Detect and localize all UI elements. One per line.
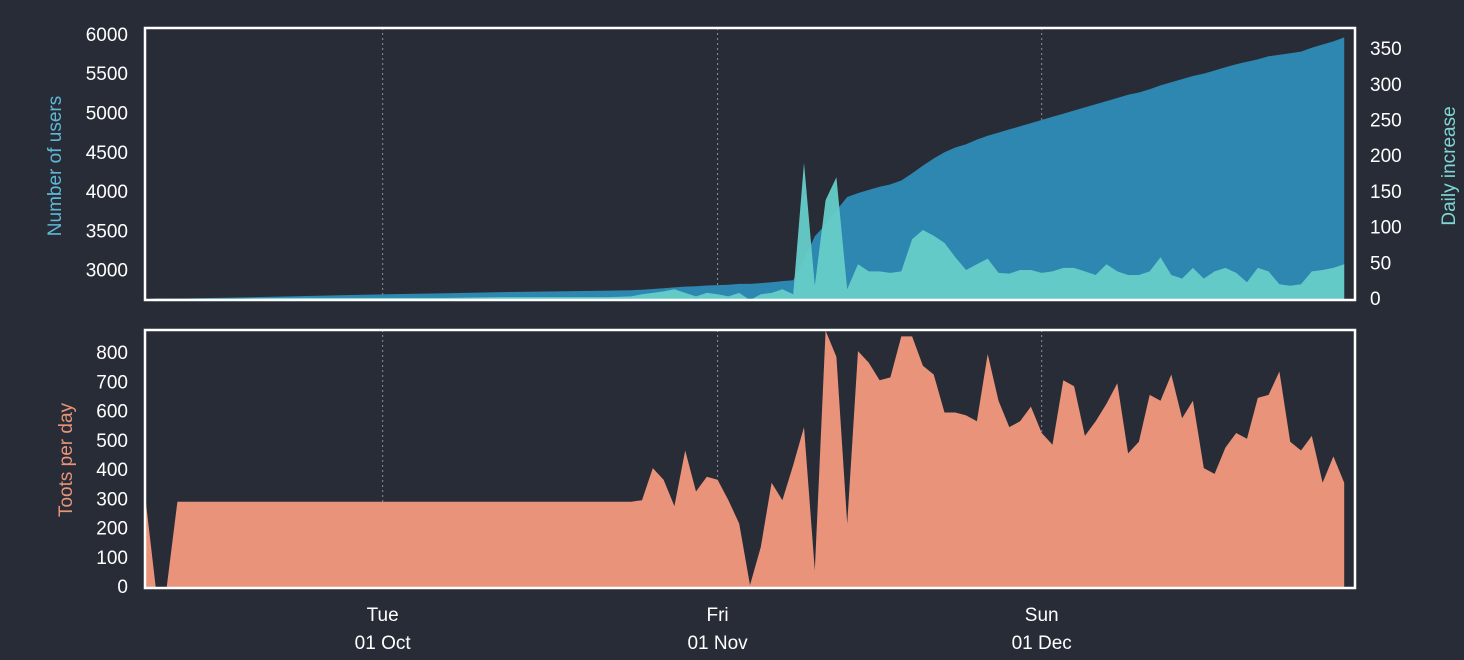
y2-tick-label: 350 xyxy=(1370,39,1402,60)
x-tick-weekday: Fri xyxy=(707,605,729,626)
y-tick-label: 200 xyxy=(96,519,128,540)
y-tick-label: 500 xyxy=(96,431,128,452)
area xyxy=(145,162,1345,300)
plot-frame xyxy=(143,26,1357,302)
y-tick-label: 600 xyxy=(96,402,128,423)
y-tick-label: 5500 xyxy=(86,64,128,85)
y-tick-label: 300 xyxy=(96,489,128,510)
y-tick-label: 400 xyxy=(96,460,128,481)
area xyxy=(145,37,1345,301)
y2-tick-label: 250 xyxy=(1370,111,1402,132)
y2-tick-label: 200 xyxy=(1370,146,1402,167)
y-tick-label: 4000 xyxy=(86,182,128,203)
y2-tick-label: 50 xyxy=(1370,253,1391,274)
x-tick-label: 01 Oct xyxy=(355,633,412,654)
y-tick-label: 800 xyxy=(96,343,128,364)
x-tick-label: 01 Dec xyxy=(1012,633,1072,654)
y-tick-label: 5000 xyxy=(86,103,128,124)
x-tick-weekday: Sun xyxy=(1025,605,1059,626)
x-tick-weekday: Tue xyxy=(367,605,399,626)
y-tick-label: 100 xyxy=(96,548,128,569)
y2-tick-label: 100 xyxy=(1370,218,1402,239)
y-axis-label: Number of users xyxy=(45,96,66,236)
y2-axis-label: Daily increase xyxy=(1439,106,1460,225)
y-tick-label: 6000 xyxy=(86,25,128,46)
plot-frame xyxy=(143,328,1357,590)
area xyxy=(145,330,1345,588)
y-tick-label: 700 xyxy=(96,372,128,393)
y2-tick-label: 150 xyxy=(1370,182,1402,203)
y-tick-label: 3500 xyxy=(86,221,128,242)
y2-tick-label: 0 xyxy=(1370,289,1381,310)
y-tick-label: 0 xyxy=(117,577,128,598)
y-tick-label: 3000 xyxy=(86,261,128,282)
y-tick-label: 4500 xyxy=(86,143,128,164)
y-axis-label: Toots per day xyxy=(56,402,77,517)
x-tick-label: 01 Nov xyxy=(687,633,748,654)
y2-tick-label: 300 xyxy=(1370,75,1402,96)
